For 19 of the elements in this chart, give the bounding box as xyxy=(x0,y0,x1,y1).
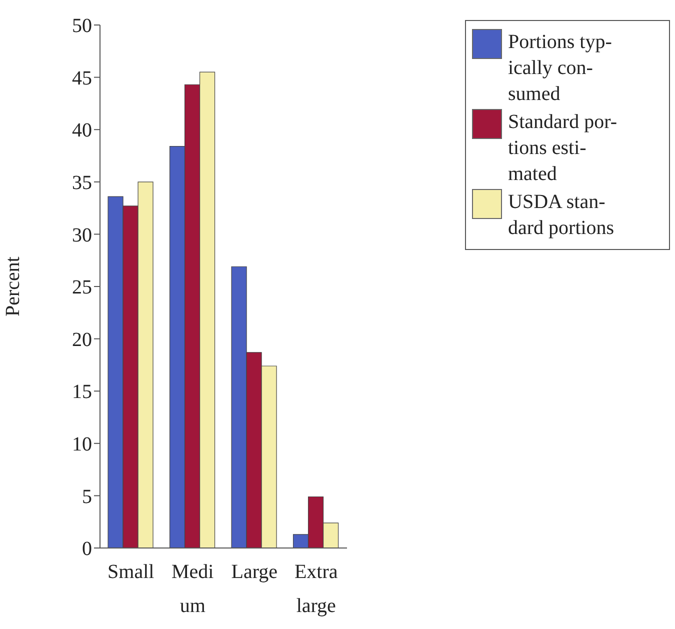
x-tick-label: Large xyxy=(231,561,278,583)
y-tick-label: 40 xyxy=(72,120,92,142)
y-tick-label: 10 xyxy=(72,434,92,456)
legend-label: USDA stan- dard portions xyxy=(508,190,614,241)
x-tick-label: Extra large xyxy=(294,561,338,617)
y-tick-label: 35 xyxy=(72,172,92,194)
x-tick-label: Medi um xyxy=(172,561,214,617)
legend-label: Portions typ- ically con- sumed xyxy=(508,30,612,107)
y-tick-label: 25 xyxy=(72,276,92,299)
y-axis-title: Percent xyxy=(2,256,24,316)
y-tick-label: 50 xyxy=(72,15,92,38)
y-tick-label: 5 xyxy=(82,486,92,508)
y-tick-label: 30 xyxy=(72,224,92,246)
y-tick-label: 20 xyxy=(72,328,92,351)
legend-label: Standard por- tions esti- mated xyxy=(508,110,618,187)
x-tick-label: Small xyxy=(108,561,155,583)
y-tick-label: 0 xyxy=(82,538,92,560)
y-tick-label: 15 xyxy=(72,381,92,404)
y-tick-label: 45 xyxy=(72,67,92,90)
